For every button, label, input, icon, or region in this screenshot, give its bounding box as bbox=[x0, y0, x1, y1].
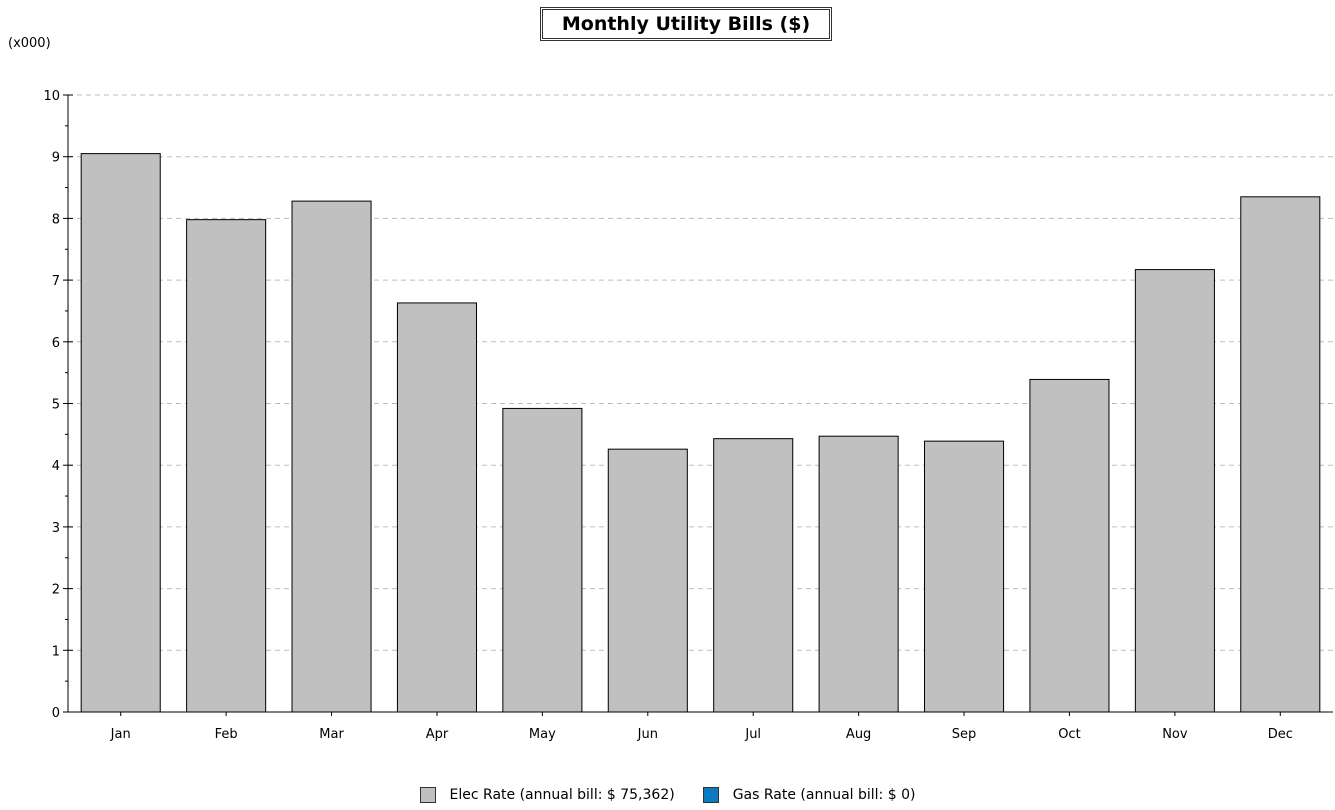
x-tick-label: Nov bbox=[1162, 727, 1188, 742]
x-tick-label: Oct bbox=[1058, 727, 1080, 742]
y-tick-label: 2 bbox=[52, 583, 60, 598]
y-tick-label: 8 bbox=[52, 212, 60, 227]
bar-apr bbox=[396, 302, 477, 713]
legend-swatch-gas bbox=[702, 787, 719, 803]
y-tick-label: 5 bbox=[52, 398, 60, 413]
y-tick-label: 6 bbox=[52, 336, 60, 351]
x-tick-label: Apr bbox=[426, 727, 449, 742]
legend-swatch-elec bbox=[419, 787, 436, 803]
grid-lines bbox=[68, 94, 1333, 651]
x-tick-label: Aug bbox=[846, 727, 871, 742]
x-tick-label: Jul bbox=[744, 727, 761, 742]
bar-jan bbox=[80, 153, 161, 713]
y-tick-label: 0 bbox=[52, 706, 60, 721]
x-tick-label: May bbox=[529, 727, 556, 742]
y-tick-label: 9 bbox=[52, 151, 60, 166]
bar-jun bbox=[607, 448, 688, 713]
legend: Elec Rate (annual bill: $ 75,362) Gas Ra… bbox=[0, 782, 1335, 808]
y-tick-label: 1 bbox=[52, 644, 60, 659]
chart-title: Monthly Utility Bills ($) bbox=[540, 7, 832, 41]
legend-item-elec: Elec Rate (annual bill: $ 75,362) bbox=[419, 787, 675, 803]
bar-jul bbox=[713, 438, 794, 713]
bar-chart: 0 1 2 3 4 5 6 7 8 9 10 Jan Feb Mar Apr May Jun Jul Aug Sep O… bbox=[43, 89, 1333, 742]
legend-label-gas: Gas Rate (annual bill: $ 0) bbox=[732, 787, 916, 803]
y-tick-label: 3 bbox=[52, 521, 60, 536]
bars bbox=[80, 153, 1321, 713]
y-tick-label: 7 bbox=[52, 274, 60, 289]
bar-feb bbox=[186, 219, 267, 713]
y-tick-label: 4 bbox=[52, 459, 60, 474]
x-tick-label: Mar bbox=[319, 727, 344, 742]
bar-sep bbox=[924, 440, 1005, 713]
y-axis-unit-label: (x000) bbox=[8, 36, 51, 51]
bar-dec bbox=[1240, 196, 1321, 713]
x-tick-label: Feb bbox=[215, 727, 238, 742]
x-tick-label: Jun bbox=[637, 727, 658, 742]
axes: 0 1 2 3 4 5 6 7 8 9 10 Jan Feb Mar Apr May Jun Jul Aug Sep O… bbox=[43, 89, 1333, 742]
x-tick-label: Jan bbox=[110, 727, 131, 742]
y-tick-label: 10 bbox=[43, 89, 60, 104]
x-tick-label: Sep bbox=[952, 727, 977, 742]
legend-item-gas: Gas Rate (annual bill: $ 0) bbox=[702, 787, 916, 803]
legend-label-elec: Elec Rate (annual bill: $ 75,362) bbox=[449, 787, 675, 803]
bar-oct bbox=[1029, 378, 1110, 713]
bar-may bbox=[502, 407, 583, 713]
x-tick-label: Dec bbox=[1268, 727, 1293, 742]
bar-aug bbox=[818, 435, 899, 713]
bar-nov bbox=[1134, 269, 1215, 713]
bar-mar bbox=[291, 200, 372, 713]
